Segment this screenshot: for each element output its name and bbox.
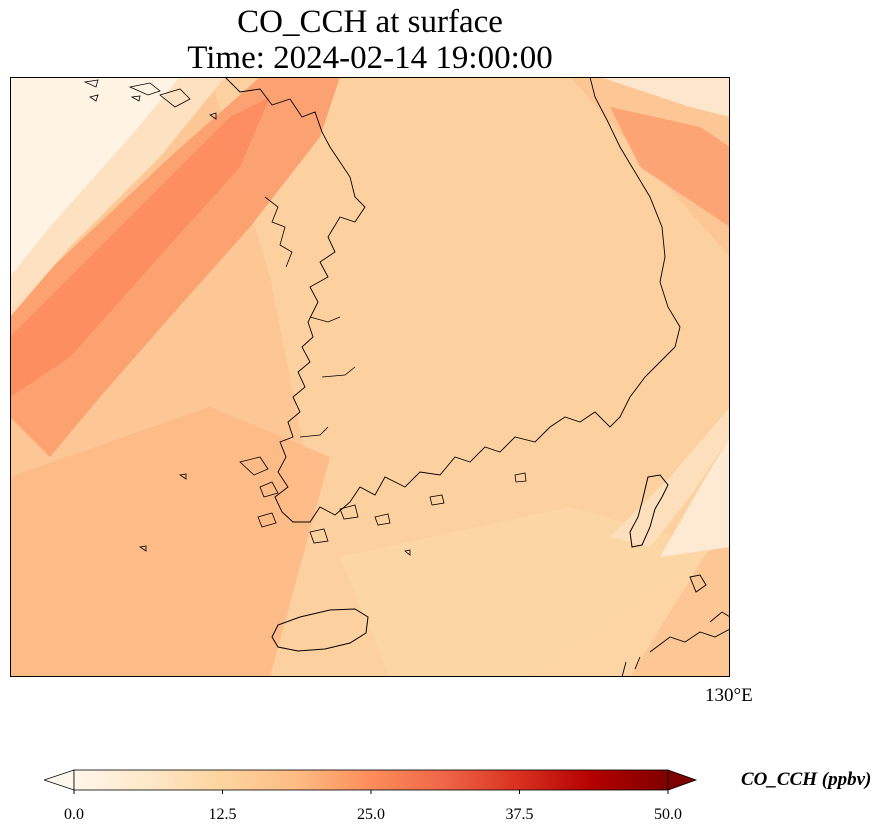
coastline-bays-west <box>264 196 356 438</box>
colorbar-tick-label-4: 50.0 <box>654 806 682 823</box>
field-high-band-west <box>10 77 340 457</box>
colorbar-tick-label-3: 37.5 <box>505 806 534 823</box>
map-title: CO_CCH at surface <box>237 4 503 40</box>
field-high-band-northeast <box>610 107 730 227</box>
field-low-northwest-edge <box>10 77 225 317</box>
colorbar-tick-label-0: 0.0 <box>64 806 84 823</box>
map-border <box>10 77 730 677</box>
field-low-northeast <box>600 77 730 117</box>
concentration-map <box>10 77 730 677</box>
coastline-south-islands <box>239 456 527 544</box>
coastline-jeju-island <box>271 608 369 652</box>
colorbar-tick-label-1: 12.5 <box>208 806 237 823</box>
colorbar-gradient <box>73 769 669 791</box>
field-low-northwest <box>10 77 180 277</box>
map-plot-area <box>10 77 730 677</box>
colorbar-extend-max <box>667 769 698 791</box>
coastline-northwest-islets <box>83 79 411 556</box>
map-time-subtitle: Time: 2024-02-14 19:00:00 <box>187 40 553 76</box>
colorbar-tick-label-2: 25.0 <box>357 806 385 823</box>
coastline-kyushu <box>621 574 730 677</box>
field-southwest-region <box>10 407 330 677</box>
colorbar-label: CO_CCH (ppbv) <box>741 769 872 790</box>
longitude-label-130e: 130°E <box>705 685 753 706</box>
field-high-band-west-core <box>10 97 270 397</box>
colorbar-extend-min <box>44 769 75 791</box>
field-low-region-south <box>340 507 710 677</box>
colorbar <box>44 769 698 794</box>
field-low-southeast-edge <box>610 407 730 547</box>
coastline-mainland <box>224 77 681 523</box>
field-low-southeast <box>660 437 730 557</box>
coastline-tsushima-island <box>629 474 669 548</box>
